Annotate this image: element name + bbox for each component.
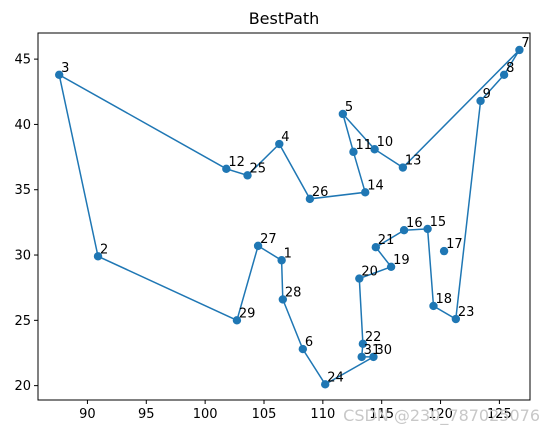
data-point-27 <box>253 241 263 251</box>
point-label-11: 11 <box>355 138 372 153</box>
data-point-20 <box>355 274 364 283</box>
data-point-19 <box>386 262 396 271</box>
point-label-1: 1 <box>284 246 292 261</box>
point-label-24: 24 <box>327 370 344 385</box>
data-point-3 <box>54 70 64 79</box>
data-point-23 <box>451 314 461 324</box>
data-point-28 <box>278 295 288 304</box>
point-label-20: 20 <box>361 265 378 280</box>
point-label-22: 22 <box>365 330 382 345</box>
plot-frame <box>37 32 531 401</box>
data-point-17 <box>439 246 449 256</box>
point-label-5: 5 <box>345 100 353 115</box>
data-point-4 <box>275 139 284 149</box>
data-point-13 <box>398 163 408 172</box>
data-point-1 <box>277 256 286 265</box>
point-label-27: 27 <box>260 232 277 247</box>
data-point-21 <box>371 242 381 252</box>
point-label-7: 7 <box>521 36 529 51</box>
point-label-28: 28 <box>285 285 302 300</box>
point-label-25: 25 <box>250 161 267 176</box>
x-tick-label: 110 <box>310 407 335 422</box>
point-label-4: 4 <box>281 130 289 145</box>
data-points <box>54 45 524 389</box>
data-point-12 <box>222 164 231 174</box>
x-tick-label: 95 <box>138 407 155 422</box>
data-point-24 <box>320 380 330 389</box>
point-label-26: 26 <box>312 185 329 200</box>
point-label-12: 12 <box>228 155 245 170</box>
point-label-19: 19 <box>393 253 410 268</box>
data-point-9 <box>476 96 485 106</box>
data-point-8 <box>499 70 509 79</box>
data-point-7 <box>515 45 524 55</box>
y-tick-label: 25 <box>14 314 31 329</box>
y-tick-label: 20 <box>14 379 31 394</box>
point-label-29: 29 <box>239 306 256 321</box>
data-point-26 <box>305 194 315 204</box>
data-point-15 <box>423 224 432 234</box>
data-point-10 <box>370 145 379 154</box>
data-point-5 <box>338 109 348 119</box>
point-label-10: 10 <box>377 135 394 150</box>
y-tick-label: 45 <box>14 53 31 68</box>
data-point-25 <box>243 171 252 180</box>
chart-title: BestPath <box>249 9 320 28</box>
data-point-30 <box>369 352 378 362</box>
point-label-15: 15 <box>430 215 447 230</box>
point-label-18: 18 <box>435 292 452 307</box>
point-label-17: 17 <box>446 237 463 252</box>
best-path-line <box>58 49 521 386</box>
x-tick-label: 120 <box>428 407 453 422</box>
y-tick-label: 40 <box>14 118 31 133</box>
data-point-16 <box>399 226 409 235</box>
x-tick-label: 100 <box>193 407 218 422</box>
x-tick-label: 125 <box>487 407 512 422</box>
data-point-2 <box>93 252 103 261</box>
point-label-3: 3 <box>61 61 69 76</box>
point-label-30: 30 <box>375 343 392 358</box>
data-point-11 <box>349 147 358 157</box>
y-tick-label: 35 <box>14 183 31 198</box>
x-tick-label: 115 <box>369 407 394 422</box>
point-label-31: 31 <box>364 343 381 358</box>
data-point-14 <box>361 188 370 197</box>
x-tick-label: 105 <box>252 407 277 422</box>
point-label-23: 23 <box>458 305 475 320</box>
x-tick-label: 90 <box>79 407 96 422</box>
point-label-2: 2 <box>100 242 108 257</box>
data-point-6 <box>298 344 308 354</box>
point-label-14: 14 <box>367 178 384 193</box>
data-point-22 <box>358 339 368 349</box>
point-label-13: 13 <box>405 154 422 169</box>
point-label-21: 21 <box>378 233 395 248</box>
point-label-16: 16 <box>406 216 423 231</box>
point-label-8: 8 <box>506 61 514 76</box>
point-label-6: 6 <box>305 335 313 350</box>
data-point-29 <box>232 316 242 325</box>
watermark-text: CSDN @230_787025076 <box>343 406 540 426</box>
data-point-18 <box>429 301 438 311</box>
data-point-31 <box>357 352 366 362</box>
point-label-9: 9 <box>483 87 491 102</box>
y-tick-label: 30 <box>14 249 31 264</box>
